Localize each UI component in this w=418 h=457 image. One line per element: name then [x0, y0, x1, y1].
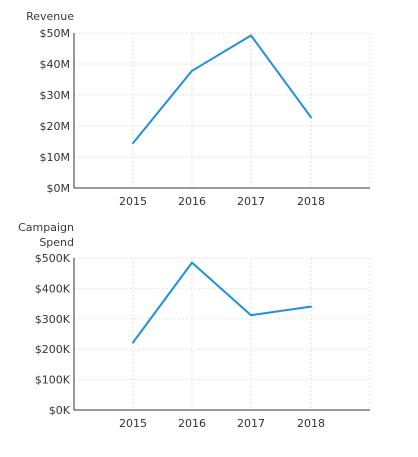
- y-tick-label: $0M: [47, 182, 71, 195]
- x-tick-label: 2018: [297, 195, 325, 208]
- series-line: [132, 34, 312, 145]
- series-line: [132, 261, 312, 344]
- y-axis-title-line: Revenue: [26, 10, 74, 23]
- y-axis-title-line: Spend: [39, 236, 74, 249]
- x-tick-label: 2015: [119, 417, 147, 430]
- chart-2: Campaign Spend $0K $100K $200K $300K $400K $500…: [18, 221, 371, 430]
- y-tick-label: $40M: [40, 58, 71, 71]
- y-tick-label: $100K: [35, 374, 71, 387]
- x-tick-label: 2017: [237, 417, 265, 430]
- x-tick-label: 2018: [297, 417, 325, 430]
- y-tick-label: $20M: [40, 120, 71, 133]
- y-axis-title-line: Campaign: [18, 221, 74, 234]
- y-tick-label: $400K: [35, 282, 71, 295]
- x-tick-label: 2017: [237, 195, 265, 208]
- y-tick-label: $300K: [35, 313, 71, 326]
- x-tick-label: 2016: [178, 195, 206, 208]
- y-tick-label: $0K: [49, 404, 71, 417]
- x-tick-label: 2015: [119, 195, 147, 208]
- y-tick-label: $10M: [40, 151, 71, 164]
- y-axis-title: Revenue: [26, 10, 74, 23]
- x-tick-label: 2016: [178, 417, 206, 430]
- y-tick-label: $50M: [40, 27, 71, 40]
- y-tick-label: $30M: [40, 89, 71, 102]
- y-tick-label: $200K: [35, 343, 71, 356]
- chart-1: Revenue $0M $10M $20M $30M $40M $50M 2015 2016 20…: [26, 10, 371, 208]
- y-axis-title: Campaign Spend: [18, 221, 74, 249]
- y-tick-label: $500K: [35, 252, 71, 265]
